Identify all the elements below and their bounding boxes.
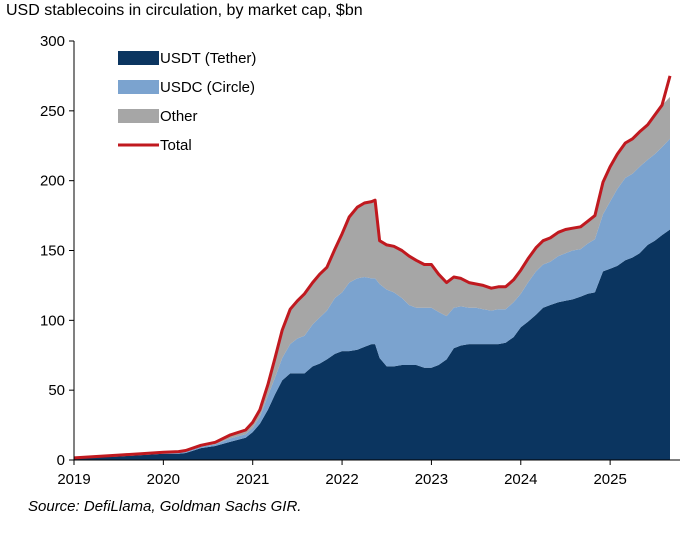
y-tick-label: 0 xyxy=(57,452,65,469)
x-tick-label: 2024 xyxy=(504,471,537,488)
x-tick-label: 2020 xyxy=(147,471,180,488)
legend: USDT (Tether) USDC (Circle) Other Total xyxy=(118,50,256,154)
other-area xyxy=(74,96,670,458)
x-tick-label: 2023 xyxy=(415,471,448,488)
y-tick-label: 300 xyxy=(40,33,65,50)
usdt-area xyxy=(74,229,670,460)
x-tick-label: 2022 xyxy=(325,471,358,488)
axes-group: 0 50 100 150 200 250 300 2019 2020 2021 2022 2023 20… xyxy=(40,33,680,488)
usdc-area xyxy=(74,138,670,458)
x-tick-label: 2021 xyxy=(236,471,269,488)
total-line-group xyxy=(73,75,672,460)
legend-swatch-usdt xyxy=(118,51,159,65)
total-line xyxy=(73,75,672,460)
y-tick-label: 100 xyxy=(40,312,65,329)
legend-label-other: Other xyxy=(160,108,198,125)
areas-group xyxy=(74,96,670,460)
y-tick-label: 250 xyxy=(40,103,65,120)
legend-label-total: Total xyxy=(160,137,192,154)
chart-source: Source: DefiLlama, Goldman Sachs GIR. xyxy=(28,498,302,515)
legend-label-usdt: USDT (Tether) xyxy=(160,50,256,67)
legend-swatch-other xyxy=(118,109,159,123)
x-tick-label: 2025 xyxy=(593,471,626,488)
chart-title: USD stablecoins in circulation, by marke… xyxy=(6,2,363,19)
y-tick-label: 50 xyxy=(48,382,65,399)
legend-label-usdc: USDC (Circle) xyxy=(160,79,255,96)
y-tick-label: 150 xyxy=(40,243,65,260)
y-tick-label: 200 xyxy=(40,173,65,190)
legend-swatch-usdc xyxy=(118,80,159,94)
x-tick-label: 2019 xyxy=(57,471,90,488)
